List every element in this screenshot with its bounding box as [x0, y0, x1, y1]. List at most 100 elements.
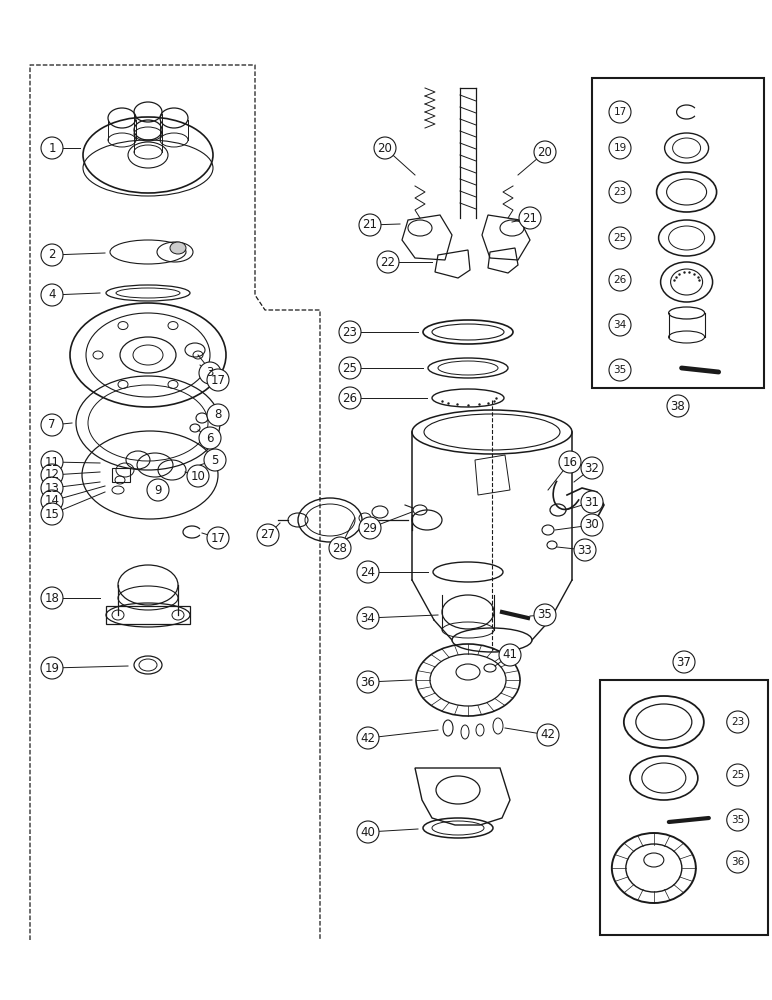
Text: 23: 23 [614, 187, 627, 197]
Text: 8: 8 [215, 408, 222, 422]
Text: 17: 17 [211, 532, 225, 544]
Circle shape [726, 809, 749, 831]
Text: 42: 42 [540, 728, 556, 742]
Text: 15: 15 [45, 508, 59, 520]
Circle shape [374, 137, 396, 159]
Text: 35: 35 [614, 365, 627, 375]
Text: 36: 36 [731, 857, 744, 867]
Circle shape [257, 524, 279, 546]
Circle shape [667, 395, 689, 417]
Circle shape [673, 651, 695, 673]
Text: 3: 3 [206, 366, 214, 379]
Text: 36: 36 [361, 676, 375, 688]
Text: 30: 30 [584, 518, 599, 532]
Circle shape [357, 727, 379, 749]
Bar [600, 680, 768, 935]
Circle shape [207, 527, 229, 549]
Circle shape [329, 537, 351, 559]
Text: 22: 22 [381, 255, 395, 268]
Circle shape [581, 491, 603, 513]
Circle shape [726, 711, 749, 733]
Text: 42: 42 [361, 732, 375, 744]
Text: 27: 27 [260, 528, 276, 542]
Text: 16: 16 [563, 456, 577, 468]
Circle shape [339, 387, 361, 409]
Circle shape [357, 607, 379, 629]
Text: 25: 25 [343, 361, 357, 374]
Text: 2: 2 [48, 248, 56, 261]
Text: 12: 12 [45, 468, 59, 482]
Circle shape [41, 464, 63, 486]
Circle shape [41, 503, 63, 525]
Circle shape [534, 141, 556, 163]
Text: 21: 21 [363, 219, 378, 232]
Text: 25: 25 [731, 770, 744, 780]
Text: 26: 26 [343, 391, 357, 404]
Circle shape [147, 479, 169, 501]
Circle shape [357, 821, 379, 843]
Ellipse shape [644, 853, 664, 867]
Text: 21: 21 [523, 212, 537, 225]
Circle shape [499, 644, 521, 666]
Text: 34: 34 [614, 320, 627, 330]
Circle shape [41, 490, 63, 512]
Text: 18: 18 [45, 591, 59, 604]
Circle shape [41, 451, 63, 473]
Circle shape [357, 561, 379, 583]
Text: 17: 17 [211, 373, 225, 386]
Circle shape [581, 514, 603, 536]
Bar [592, 78, 764, 388]
Circle shape [207, 404, 229, 426]
Circle shape [199, 362, 221, 384]
Text: 34: 34 [361, 611, 375, 624]
Circle shape [187, 465, 209, 487]
Bar [106, 606, 190, 624]
Circle shape [726, 851, 749, 873]
Circle shape [41, 414, 63, 436]
Text: 28: 28 [333, 542, 347, 554]
Circle shape [207, 369, 229, 391]
Text: 5: 5 [212, 454, 218, 466]
Text: 31: 31 [584, 495, 599, 508]
Text: 40: 40 [361, 826, 375, 838]
Text: 23: 23 [731, 717, 744, 727]
Text: 32: 32 [584, 462, 599, 475]
Circle shape [537, 724, 559, 746]
Circle shape [359, 214, 381, 236]
Text: 35: 35 [731, 815, 744, 825]
Circle shape [199, 427, 221, 449]
Circle shape [609, 137, 631, 159]
Text: 17: 17 [614, 107, 627, 117]
Text: 23: 23 [343, 326, 357, 338]
Circle shape [339, 321, 361, 343]
Circle shape [609, 101, 631, 123]
Text: 10: 10 [191, 470, 205, 483]
Text: 35: 35 [537, 608, 553, 621]
Text: 4: 4 [48, 288, 56, 302]
Circle shape [41, 477, 63, 499]
Circle shape [609, 314, 631, 336]
Circle shape [609, 181, 631, 203]
Circle shape [534, 604, 556, 626]
Circle shape [609, 359, 631, 381]
Circle shape [41, 244, 63, 266]
Text: 6: 6 [206, 432, 214, 444]
Circle shape [359, 517, 381, 539]
Text: 25: 25 [614, 233, 627, 243]
Text: 1: 1 [48, 141, 56, 154]
Circle shape [519, 207, 541, 229]
Circle shape [581, 457, 603, 479]
Circle shape [357, 671, 379, 693]
Circle shape [574, 539, 596, 561]
Circle shape [609, 269, 631, 291]
Text: 29: 29 [363, 522, 378, 534]
Circle shape [726, 764, 749, 786]
Circle shape [559, 451, 581, 473]
Text: 33: 33 [577, 544, 592, 556]
Text: 20: 20 [537, 145, 553, 158]
Circle shape [609, 227, 631, 249]
Text: 20: 20 [378, 141, 392, 154]
Circle shape [41, 657, 63, 679]
Circle shape [41, 137, 63, 159]
Text: 41: 41 [503, 648, 517, 662]
